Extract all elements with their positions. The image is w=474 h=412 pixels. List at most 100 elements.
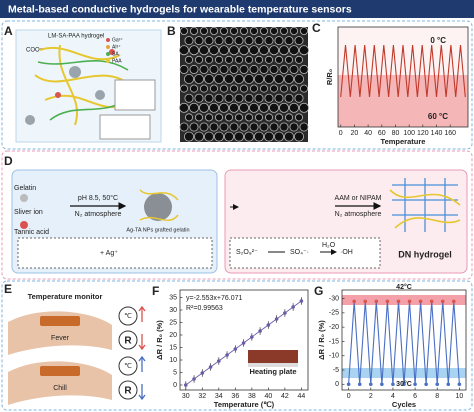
pore xyxy=(224,93,234,103)
pore xyxy=(184,93,194,103)
y-tick-label: -30 xyxy=(329,295,339,302)
pore xyxy=(269,26,278,35)
data-point xyxy=(250,335,254,339)
pore xyxy=(228,102,239,113)
pore xyxy=(273,131,284,142)
pore xyxy=(189,64,199,74)
annotation: R²=0.99563 xyxy=(186,305,223,312)
data-point xyxy=(266,323,271,327)
row-border xyxy=(1,20,473,150)
x-tick-label: 8 xyxy=(435,393,439,400)
legend-label: Al³⁺ xyxy=(112,44,121,50)
pore xyxy=(229,26,238,35)
network xyxy=(392,178,458,232)
pore xyxy=(244,36,254,46)
data-point xyxy=(418,299,423,304)
pore xyxy=(243,74,254,85)
icon xyxy=(118,380,138,400)
pore xyxy=(259,64,269,74)
data-point xyxy=(283,311,287,315)
data-point xyxy=(429,299,434,304)
icon-text: R xyxy=(124,336,132,347)
pore xyxy=(229,64,239,74)
pore xyxy=(298,102,309,113)
panel-b: B xyxy=(167,24,309,142)
x-tick-label: 140 xyxy=(431,130,443,137)
pore xyxy=(234,36,244,46)
pore xyxy=(179,64,189,74)
pore xyxy=(289,26,298,35)
pore xyxy=(294,93,304,103)
reaction: SO₄⁻· xyxy=(290,249,309,256)
pore xyxy=(253,131,264,142)
row-border xyxy=(1,280,473,411)
result: DN hydrogel xyxy=(398,249,452,259)
data-point xyxy=(352,299,356,304)
band xyxy=(342,295,466,305)
icon-text: ℃ xyxy=(124,363,132,370)
pore xyxy=(189,26,198,35)
panel-label: E xyxy=(4,282,12,296)
data-point xyxy=(440,299,445,304)
band xyxy=(342,368,466,378)
data-line xyxy=(340,44,466,98)
pore xyxy=(294,113,303,122)
title-bar xyxy=(0,0,474,18)
pore xyxy=(193,131,204,142)
data-point xyxy=(396,299,401,304)
pore xyxy=(284,55,293,64)
pore xyxy=(213,74,224,85)
y-tick-label: 35 xyxy=(169,294,177,301)
panel-d: D Gelatin Sliver ion Tannic acid pH 8.5,… xyxy=(4,154,468,274)
y-tick-label: 0 xyxy=(335,381,339,388)
reaction-box xyxy=(17,237,213,269)
pore xyxy=(279,122,289,132)
arrow xyxy=(138,384,146,401)
x-axis-label: Cycles xyxy=(392,400,416,409)
icon-text: R xyxy=(124,386,132,397)
data-point xyxy=(380,382,384,387)
pore xyxy=(248,45,259,56)
pore xyxy=(244,93,254,103)
pore xyxy=(223,131,234,142)
pore xyxy=(239,26,248,35)
pore xyxy=(194,93,204,103)
y-axis-label: R/R₀ xyxy=(325,69,334,85)
pore xyxy=(199,64,209,74)
pore xyxy=(204,36,214,46)
condition: N₂ atmosphere xyxy=(335,211,382,218)
pore xyxy=(218,45,229,56)
y-tick-label: 15 xyxy=(169,344,177,351)
y-tick-label: 0 xyxy=(173,382,177,389)
pore xyxy=(218,102,229,113)
particle xyxy=(144,193,172,221)
pore xyxy=(179,84,188,93)
y-tick-label: -20 xyxy=(329,324,339,331)
data-point xyxy=(233,347,238,351)
data-point xyxy=(225,353,229,357)
icon xyxy=(118,356,138,376)
arm xyxy=(8,311,112,355)
y-tick-label: -10 xyxy=(329,353,339,360)
pore xyxy=(283,131,294,142)
pore xyxy=(209,122,219,132)
pore xyxy=(299,64,309,74)
annotation: 60 °C xyxy=(428,112,448,121)
pore xyxy=(214,93,224,103)
pore xyxy=(273,74,284,85)
data-point xyxy=(363,299,368,304)
inset xyxy=(114,79,156,111)
legend-label: PAA xyxy=(112,58,122,64)
pore xyxy=(199,26,208,35)
pore xyxy=(234,55,243,64)
band xyxy=(338,27,468,75)
sensor xyxy=(40,366,80,376)
pore xyxy=(299,26,308,35)
x-tick-label: 36 xyxy=(231,393,239,400)
y-tick-label: -15 xyxy=(329,338,339,345)
legend-swatch xyxy=(106,52,110,56)
pore xyxy=(264,36,274,46)
x-tick-label: 20 xyxy=(351,130,359,137)
x-tick-label: 38 xyxy=(248,393,256,400)
pore xyxy=(294,55,303,64)
